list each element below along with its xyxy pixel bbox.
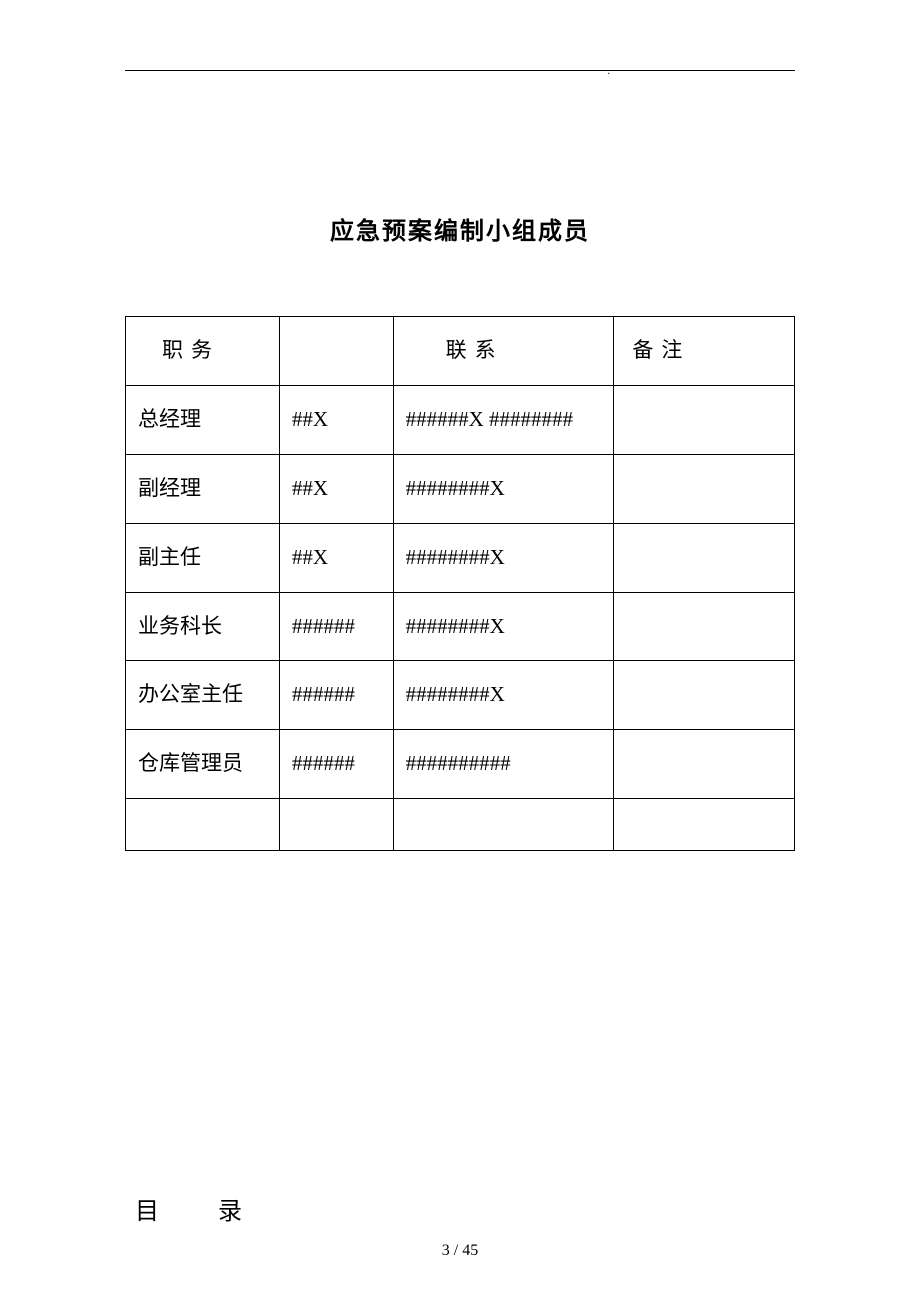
page-number: 3 / 45 — [0, 1242, 920, 1260]
table-header-row: 职务 联系 备注 — [126, 317, 795, 386]
toc-part1: 目 — [135, 1199, 160, 1225]
header-remark: 备注 — [614, 317, 795, 386]
members-table: 职务 联系 备注 总经理 ##X ######X ######## 副经理 ##… — [125, 316, 795, 851]
cell-name: ##X — [279, 385, 393, 454]
cell-remark — [614, 454, 795, 523]
cell-remark — [614, 523, 795, 592]
toc-heading: 目录 — [135, 1191, 795, 1226]
cell-remark — [614, 385, 795, 454]
cell-position: 仓库管理员 — [126, 730, 280, 799]
cell-contact: ########X — [393, 661, 614, 730]
table-row: 副主任 ##X ########X — [126, 523, 795, 592]
cell-name: ###### — [279, 730, 393, 799]
cell-contact: ########X — [393, 523, 614, 592]
header-rule: . — [125, 70, 795, 71]
cell-contact: ########## — [393, 730, 614, 799]
cell-remark — [614, 730, 795, 799]
cell-remark — [614, 799, 795, 851]
table-row — [126, 799, 795, 851]
cell-remark — [614, 661, 795, 730]
cell-contact — [393, 799, 614, 851]
cell-contact: ######X ######## — [393, 385, 614, 454]
table-row: 仓库管理员 ###### ########## — [126, 730, 795, 799]
header-name — [279, 317, 393, 386]
cell-name — [279, 799, 393, 851]
header-contact: 联系 — [393, 317, 614, 386]
header-position: 职务 — [126, 317, 280, 386]
cell-position: 副经理 — [126, 454, 280, 523]
header-dot: . — [608, 66, 611, 77]
cell-contact: ########X — [393, 592, 614, 661]
document-title: 应急预案编制小组成员 — [125, 211, 795, 246]
cell-position: 副主任 — [126, 523, 280, 592]
cell-name: ##X — [279, 523, 393, 592]
cell-contact: ########X — [393, 454, 614, 523]
cell-name: ###### — [279, 592, 393, 661]
cell-position — [126, 799, 280, 851]
cell-remark — [614, 592, 795, 661]
table-row: 办公室主任 ###### ########X — [126, 661, 795, 730]
table-row: 总经理 ##X ######X ######## — [126, 385, 795, 454]
cell-position: 业务科长 — [126, 592, 280, 661]
toc-part2: 录 — [218, 1199, 243, 1225]
table-row: 业务科长 ###### ########X — [126, 592, 795, 661]
table-row: 副经理 ##X ########X — [126, 454, 795, 523]
cell-position: 办公室主任 — [126, 661, 280, 730]
cell-name: ###### — [279, 661, 393, 730]
cell-position: 总经理 — [126, 385, 280, 454]
cell-name: ##X — [279, 454, 393, 523]
